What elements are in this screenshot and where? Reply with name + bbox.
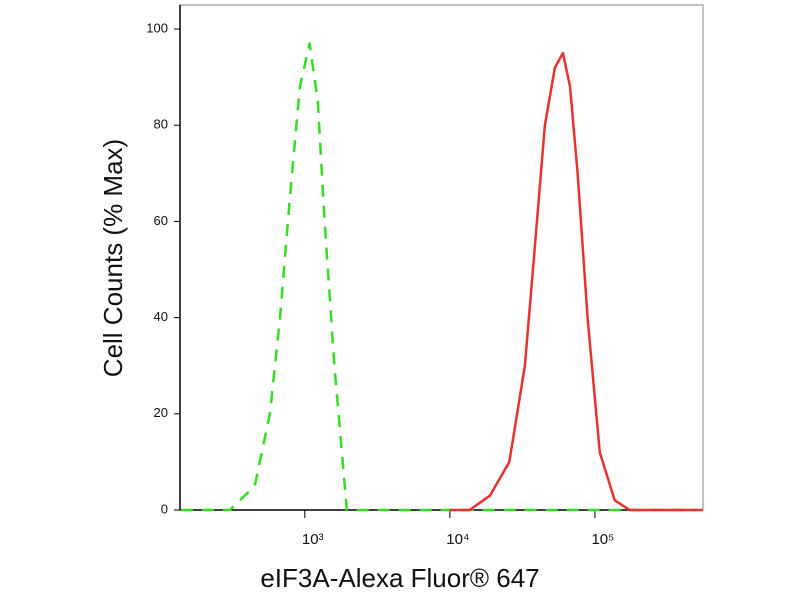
y-tick-label: 20 <box>154 405 168 420</box>
y-tick-label: 80 <box>154 117 168 132</box>
x-tick-label: 10⁵ <box>591 531 614 548</box>
y-tick-label: 0 <box>161 501 168 516</box>
y-tick-label: 100 <box>146 20 168 35</box>
x-axis-label: eIF3A-Alexa Fluor® 647 <box>260 563 539 593</box>
x-tick-label: 10³ <box>302 531 324 548</box>
y-tick-label: 40 <box>154 309 168 324</box>
series-line <box>180 42 697 512</box>
x-tick-label: 10⁴ <box>446 531 469 548</box>
y-tick-label: 60 <box>154 213 168 228</box>
series-line <box>449 51 703 512</box>
plot-frame <box>179 4 704 511</box>
y-axis-label: Cell Counts (% Max) <box>98 139 128 377</box>
